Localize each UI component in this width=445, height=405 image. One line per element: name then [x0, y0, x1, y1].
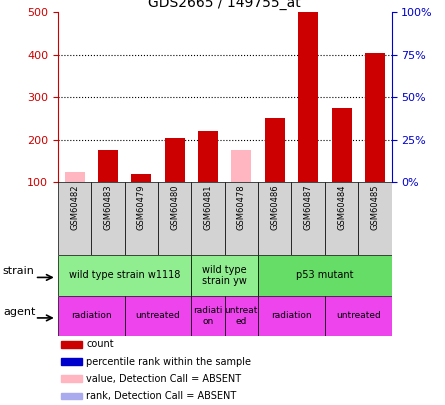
Text: p53 mutant: p53 mutant	[296, 271, 354, 280]
Bar	[61, 341, 82, 348]
Text: GSM60484: GSM60484	[337, 184, 346, 230]
Bar	[225, 296, 258, 336]
Text: GSM60483: GSM60483	[103, 184, 113, 230]
Bar	[61, 392, 82, 399]
Bar	[158, 182, 191, 255]
Text: untreated: untreated	[336, 311, 380, 320]
Text: agent: agent	[3, 307, 35, 317]
Text: GSM60485: GSM60485	[370, 184, 380, 230]
Text: wild type strain w1118: wild type strain w1118	[69, 271, 180, 280]
Bar	[198, 131, 218, 182]
Bar	[191, 182, 225, 255]
Text: radiation: radiation	[271, 311, 312, 320]
Text: untreated: untreated	[136, 311, 180, 320]
Bar	[258, 182, 291, 255]
Bar	[258, 296, 325, 336]
Text: GSM60486: GSM60486	[270, 184, 279, 230]
Bar	[191, 296, 225, 336]
Bar	[61, 358, 82, 365]
Bar	[125, 296, 191, 336]
Bar	[265, 118, 285, 182]
Text: GSM60478: GSM60478	[237, 184, 246, 230]
Text: rank, Detection Call = ABSENT: rank, Detection Call = ABSENT	[86, 391, 236, 401]
Text: GSM60487: GSM60487	[303, 184, 313, 230]
Text: value, Detection Call = ABSENT: value, Detection Call = ABSENT	[86, 374, 241, 384]
Bar	[358, 182, 392, 255]
Bar	[91, 182, 125, 255]
Title: GDS2665 / 149755_at: GDS2665 / 149755_at	[148, 0, 301, 10]
Text: wild type
strain yw: wild type strain yw	[202, 264, 247, 286]
Bar	[191, 255, 258, 296]
Bar	[125, 182, 158, 255]
Bar	[325, 182, 358, 255]
Bar	[291, 182, 325, 255]
Text: radiation: radiation	[71, 311, 112, 320]
Text: GSM60481: GSM60481	[203, 184, 213, 230]
Bar	[98, 150, 118, 182]
Bar	[58, 182, 91, 255]
Text: GSM60480: GSM60480	[170, 184, 179, 230]
Text: GSM60482: GSM60482	[70, 184, 79, 230]
Bar	[165, 138, 185, 182]
Bar	[332, 108, 352, 182]
Bar	[131, 174, 151, 182]
Bar	[225, 182, 258, 255]
Text: radiati
on: radiati on	[193, 306, 223, 326]
Text: percentile rank within the sample: percentile rank within the sample	[86, 357, 251, 367]
Text: count: count	[86, 339, 114, 350]
Bar	[325, 296, 392, 336]
Bar	[65, 172, 85, 182]
Bar	[258, 255, 392, 296]
Bar	[58, 255, 191, 296]
Bar	[365, 53, 385, 182]
Bar	[58, 296, 125, 336]
Text: GSM60479: GSM60479	[137, 184, 146, 230]
Bar	[231, 150, 251, 182]
Text: strain: strain	[3, 266, 35, 276]
Bar	[61, 375, 82, 382]
Text: untreat
ed: untreat ed	[225, 306, 258, 326]
Bar	[298, 12, 318, 182]
